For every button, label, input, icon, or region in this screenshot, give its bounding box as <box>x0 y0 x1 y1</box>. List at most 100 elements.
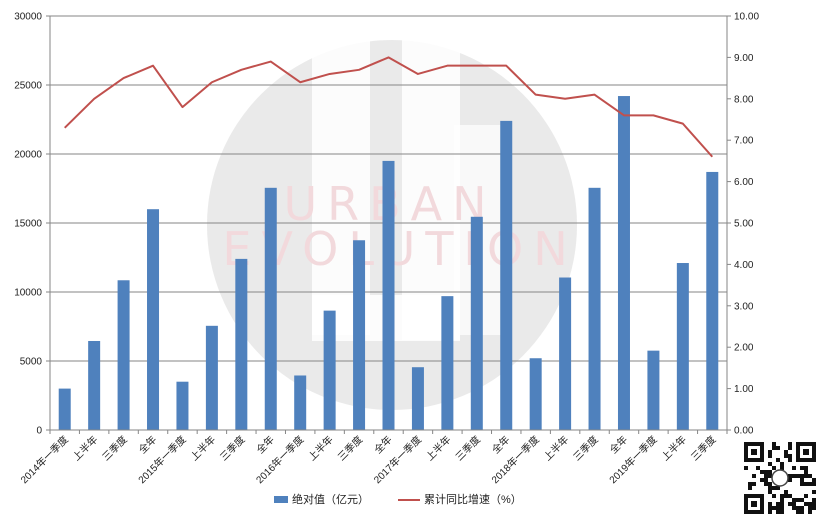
qr-module <box>776 506 780 510</box>
qr-module <box>792 506 796 510</box>
qr-module <box>800 466 804 470</box>
qr-module <box>780 494 784 498</box>
qr-module <box>812 482 816 486</box>
qr-module <box>776 446 780 450</box>
qr-module <box>772 506 776 510</box>
bar <box>500 120 513 430</box>
qr-module <box>768 474 772 478</box>
qr-module <box>792 474 796 478</box>
qr-module <box>796 506 800 510</box>
x-tick-label: 2019年一季度 <box>606 433 659 486</box>
qr-center-logo <box>771 469 789 487</box>
qr-module <box>808 510 812 514</box>
qr-module <box>808 482 812 486</box>
qr-module <box>772 446 776 450</box>
bar <box>235 258 248 430</box>
qr-module <box>808 502 812 506</box>
qr-module <box>768 450 772 454</box>
x-tick-label: 全年 <box>136 433 159 456</box>
qr-module <box>772 486 776 490</box>
qr-module <box>796 498 800 502</box>
qr-module <box>764 478 768 482</box>
qr-module <box>744 466 748 470</box>
qr-module <box>804 482 808 486</box>
bar <box>441 296 454 430</box>
x-tick-label: 全年 <box>254 433 277 456</box>
qr-module <box>800 498 804 502</box>
qr-module <box>768 454 772 458</box>
qr-module <box>780 506 784 510</box>
x-tick-label: 三季度 <box>688 433 718 463</box>
qr-module <box>784 490 788 494</box>
qr-module <box>764 470 768 474</box>
x-tick-label: 2014年一季度 <box>18 433 71 486</box>
bar <box>58 388 71 430</box>
bar <box>382 160 395 430</box>
y-left-tick-label: 15000 <box>14 219 42 230</box>
qr-finder-core <box>751 501 757 507</box>
y-right-tick-label: 8.00 <box>734 94 754 105</box>
bar <box>323 310 336 430</box>
qr-module <box>780 466 784 470</box>
qr-module <box>792 502 796 506</box>
qr-module <box>768 486 772 490</box>
qr-module <box>804 466 808 470</box>
y-right-tick-label: 4.00 <box>734 260 754 271</box>
qr-module <box>796 510 800 514</box>
y-left-tick-label: 5000 <box>20 357 43 368</box>
y-right-tick-label: 6.00 <box>734 177 754 188</box>
y-right-tick-label: 7.00 <box>734 136 754 147</box>
x-tick-label: 2015年一季度 <box>135 433 188 486</box>
qr-module <box>808 474 812 478</box>
bar <box>176 381 189 430</box>
qr-module <box>748 486 752 490</box>
bar <box>294 375 307 430</box>
qr-module <box>780 498 784 502</box>
qr-module <box>784 454 788 458</box>
bar <box>676 263 689 430</box>
qr-module <box>800 474 804 478</box>
qr-module <box>764 474 768 478</box>
qr-module <box>800 478 804 482</box>
y-right-tick-label: 9.00 <box>734 53 754 64</box>
y-left-tick-label: 25000 <box>14 81 42 92</box>
bar <box>588 187 601 430</box>
qr-module <box>752 474 756 478</box>
qr-module <box>812 490 816 494</box>
qr-module <box>764 482 768 486</box>
qr-module <box>780 502 784 506</box>
x-tick-label: 上半年 <box>659 433 689 463</box>
bar <box>559 277 572 430</box>
qr-module <box>800 510 804 514</box>
qr-module <box>800 482 804 486</box>
bar <box>706 171 719 430</box>
x-tick-label: 三季度 <box>570 433 600 463</box>
y-right-tick-label: 0.00 <box>734 426 754 437</box>
qr-module <box>804 502 808 506</box>
x-tick-label: 三季度 <box>335 433 365 463</box>
qr-module <box>772 466 776 470</box>
legend: 绝对值（亿元） 累计同比增速（%） <box>274 492 522 506</box>
qr-module <box>760 470 764 474</box>
qr-module <box>768 490 772 494</box>
qr-module <box>788 442 792 446</box>
qr-module <box>756 466 760 470</box>
qr-module <box>788 478 792 482</box>
qr-module <box>776 458 780 462</box>
bar <box>617 96 630 430</box>
watermark-u-right <box>402 40 460 340</box>
qr-module <box>776 486 780 490</box>
x-tick-label: 上半年 <box>305 433 335 463</box>
bar <box>88 340 101 430</box>
qr-module <box>784 494 788 498</box>
x-tick-label: 2017年一季度 <box>371 433 424 486</box>
qr-module <box>788 454 792 458</box>
qr-module <box>752 482 756 486</box>
qr-module <box>792 498 796 502</box>
legend-swatch-bar <box>274 496 288 503</box>
legend-label-line: 累计同比增速（%） <box>424 492 522 506</box>
qr-module <box>812 506 816 510</box>
qr-finder-core <box>803 449 809 455</box>
